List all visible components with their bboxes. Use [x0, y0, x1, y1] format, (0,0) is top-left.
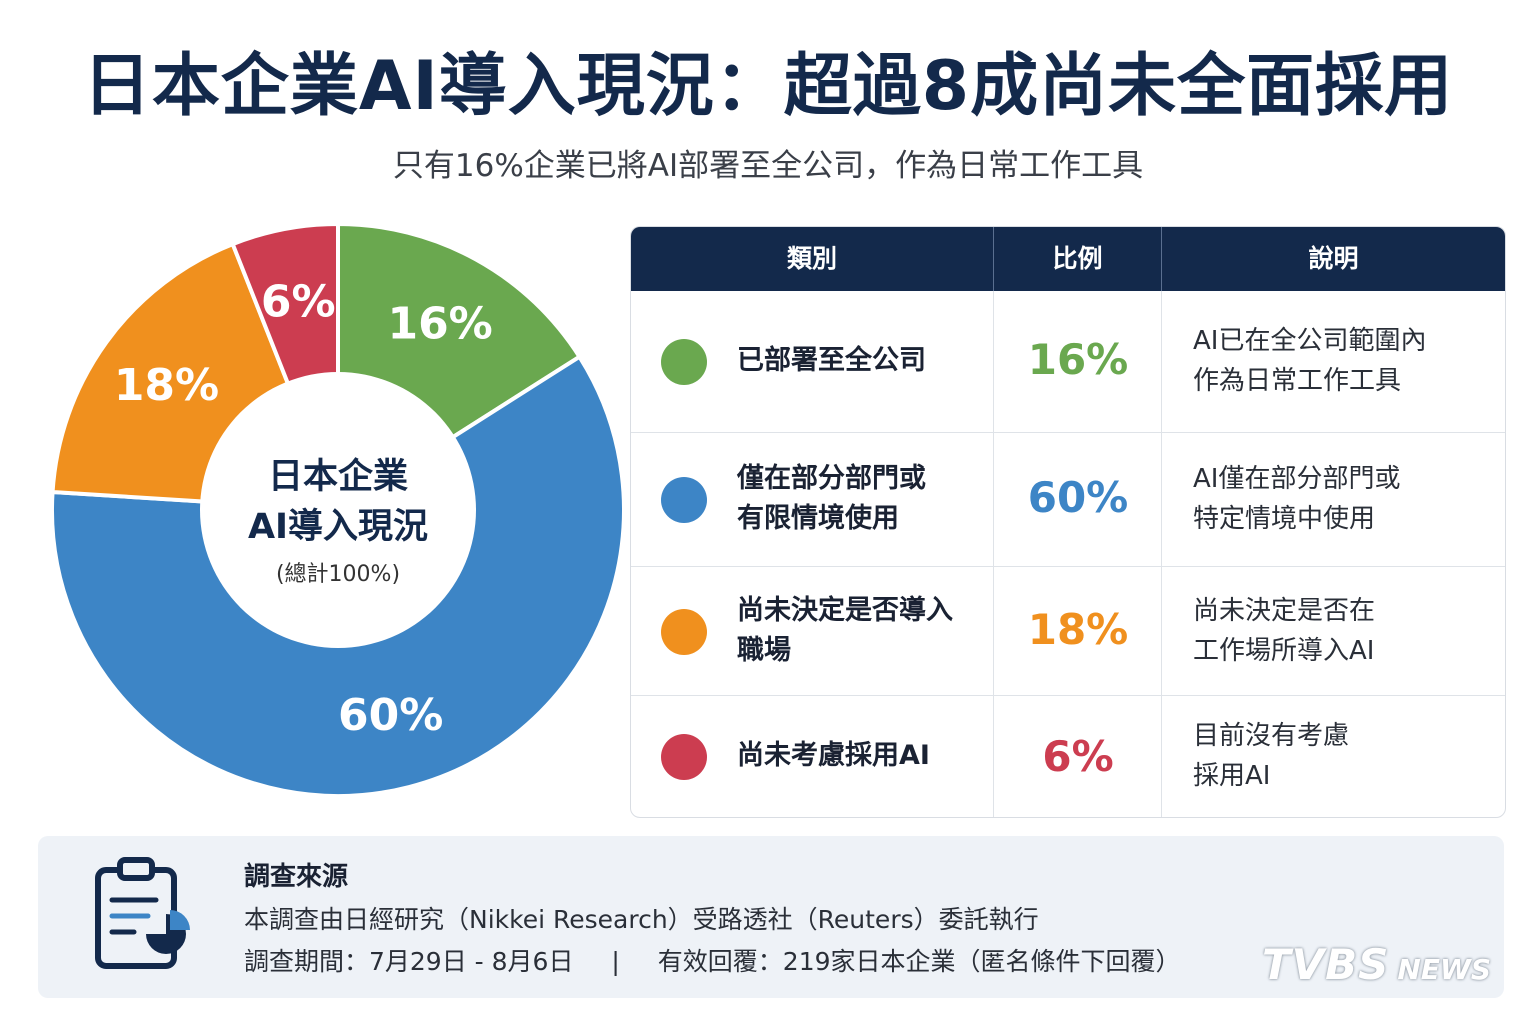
clipboard-chart-icon: [95, 857, 190, 969]
legend-dot-red: [661, 734, 707, 780]
row-description-line: 目前沒有考慮: [1193, 721, 1350, 751]
row-category: 尚未考慮採用AI: [737, 736, 987, 776]
legend-dot-orange: [661, 609, 707, 655]
row-category: 尚未決定是否導入 職場: [737, 591, 987, 671]
row-description-line: AI已在全公司範圍內: [1193, 326, 1427, 356]
legend-dot-green: [661, 339, 707, 385]
donut-chart: 16% 60% 18% 6%: [50, 222, 626, 798]
source-description: 本調查由日經研究（Nikkei Research）受路透社（Reuters）委託…: [244, 905, 1039, 934]
table-row: 僅在部分部門或 有限情境使用 60% AI僅在部分部門或 特定情境中使用: [631, 432, 1505, 567]
logo-main: TVBS: [1262, 940, 1390, 989]
slice-label: 16%: [387, 299, 492, 350]
donut-center-title-line2: AI導入現況: [247, 507, 429, 547]
row-description-line: 工作場所導入AI: [1193, 636, 1375, 666]
table-row: 已部署至全公司 16% AI已在全公司範圍內 作為日常工作工具: [631, 291, 1505, 432]
survey-period: 調查期間：7月29日 - 8月6日: [244, 947, 574, 976]
slice-label: 18%: [114, 360, 219, 411]
row-description-line: AI僅在部分部門或: [1193, 464, 1401, 494]
row-category: 已部署至全公司: [737, 341, 987, 381]
row-percentage: 16%: [1027, 335, 1129, 384]
page-title: 日本企業AI導入現況：超過8成尚未全面採用: [82, 47, 1454, 126]
row-category-line: 尚未考慮採用AI: [737, 740, 930, 771]
row-category-line: 職場: [737, 635, 791, 666]
table-row: 尚未決定是否導入 職場 18% 尚未決定是否在 工作場所導入AI: [631, 566, 1505, 696]
row-description: AI已在全公司範圍內 作為日常工作工具: [1193, 321, 1493, 401]
source-heading: 調查來源: [244, 862, 349, 892]
row-category-line: 已部署至全公司: [737, 345, 926, 376]
table-header: 類別 比例 說明: [631, 227, 1505, 291]
slice-label: 6%: [261, 276, 336, 327]
row-description-line: 特定情境中使用: [1193, 504, 1376, 534]
row-description: 尚未決定是否在 工作場所導入AI: [1193, 591, 1493, 671]
donut-center-note: (總計100%): [275, 562, 401, 587]
row-category-line: 尚未決定是否導入: [737, 595, 953, 626]
row-description-line: 尚未決定是否在: [1193, 596, 1376, 626]
row-description-line: 採用AI: [1193, 761, 1271, 791]
header-category: 類別: [786, 244, 837, 273]
data-table: 類別 比例 說明 已部署至全公司 16% AI已在全公司範圍內 作為日常工作工具…: [630, 226, 1506, 818]
row-description-line: 作為日常工作工具: [1193, 366, 1402, 396]
source-footer: 調查來源 本調查由日經研究（Nikkei Research）受路透社（Reute…: [38, 836, 1504, 998]
row-percentage: 18%: [1027, 605, 1129, 654]
row-percentage: 6%: [1042, 732, 1114, 781]
page-subtitle: 只有16%企業已將AI部署至全公司，作為日常工作工具: [392, 148, 1144, 184]
row-category-line: 有限情境使用: [737, 503, 899, 534]
row-description: AI僅在部分部門或 特定情境中使用: [1193, 459, 1493, 539]
donut-center-title-line1: 日本企業: [267, 457, 408, 497]
row-category: 僅在部分部門或 有限情境使用: [737, 459, 987, 539]
row-description: 目前沒有考慮 採用AI: [1193, 716, 1493, 796]
tvbs-news-logo: TVBS NEWS: [1262, 940, 1492, 989]
valid-responses: 有效回覆：219家日本企業（匿名條件下回覆）: [657, 947, 1181, 976]
row-category-line: 僅在部分部門或: [737, 463, 926, 494]
separator: |: [611, 947, 620, 976]
slice-label: 60%: [338, 690, 443, 741]
table-row: 尚未考慮採用AI 6% 目前沒有考慮 採用AI: [631, 695, 1505, 817]
legend-dot-blue: [661, 477, 707, 523]
logo-sub: NEWS: [1397, 953, 1492, 986]
row-percentage: 60%: [1027, 473, 1129, 522]
header-description: 說明: [1308, 244, 1359, 273]
donut-hole: [200, 372, 476, 648]
source-details: 調查期間：7月29日 - 8月6日 | 有效回覆：219家日本企業（匿名條件下回…: [244, 942, 1181, 978]
header-ratio: 比例: [1052, 244, 1103, 273]
